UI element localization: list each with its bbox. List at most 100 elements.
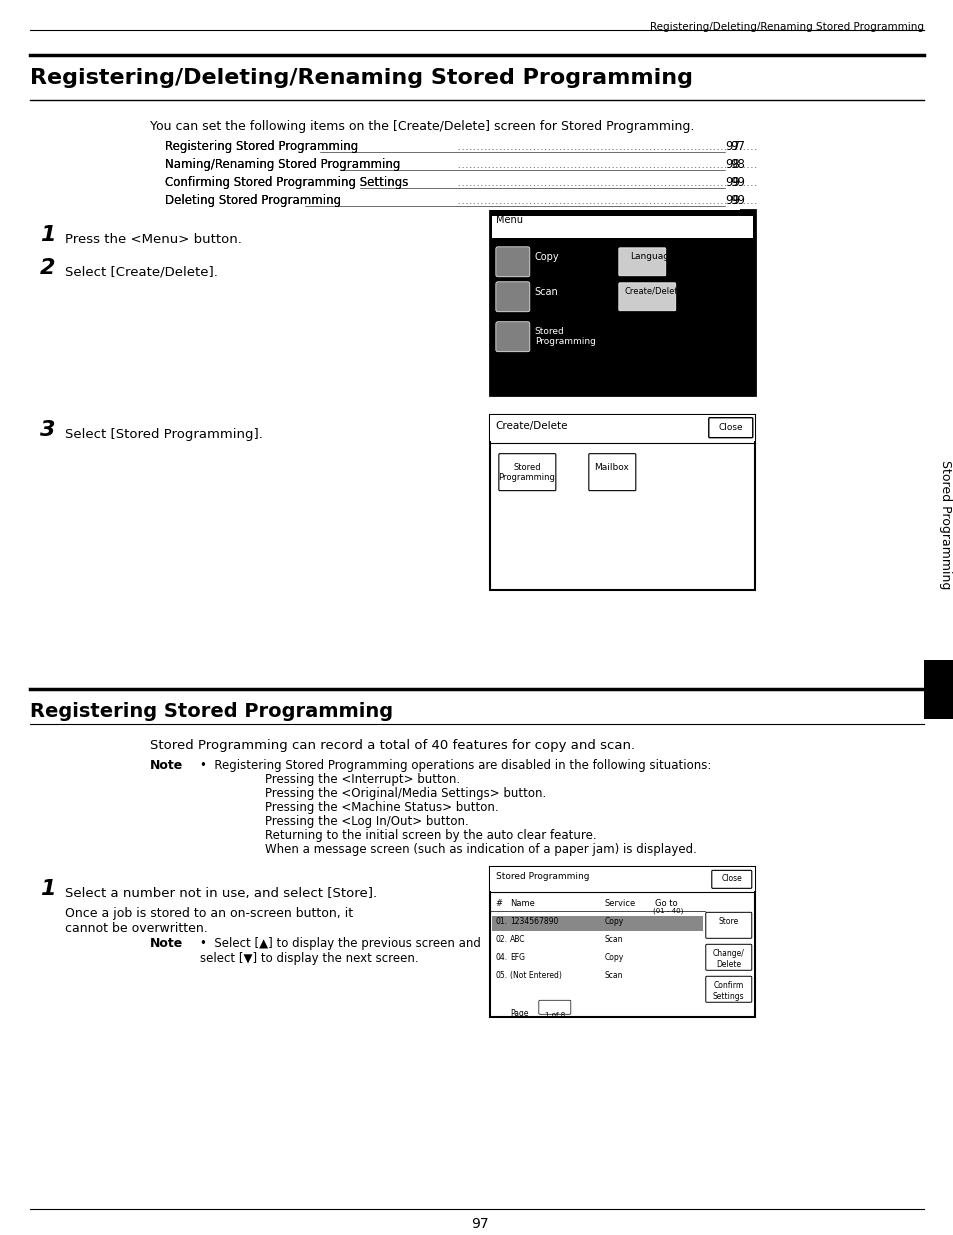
- Text: Stored
Programming: Stored Programming: [535, 327, 595, 346]
- FancyBboxPatch shape: [496, 247, 529, 277]
- Text: Close: Close: [718, 422, 742, 432]
- Text: Close: Close: [720, 874, 741, 883]
- Text: Select a number not in use, and select [Store].: Select a number not in use, and select […: [65, 887, 376, 900]
- Text: Deleting Stored Programming: Deleting Stored Programming: [165, 194, 341, 206]
- Text: Language: Language: [629, 252, 674, 261]
- Text: Stored
Programming: Stored Programming: [497, 463, 555, 482]
- Text: Confirming Stored Programming Settings: Confirming Stored Programming Settings: [165, 175, 408, 189]
- Text: Registering/Deleting/Renaming Stored Programming: Registering/Deleting/Renaming Stored Pro…: [30, 68, 692, 88]
- Text: Registering Stored Programming: Registering Stored Programming: [165, 140, 357, 153]
- Text: 1: 1: [40, 879, 55, 899]
- Text: 99: 99: [724, 175, 739, 189]
- Text: Page: Page: [509, 1009, 528, 1018]
- Text: Copy: Copy: [604, 953, 623, 962]
- Bar: [489, 867, 754, 1018]
- Text: Registering/Deleting/Renaming Stored Programming: Registering/Deleting/Renaming Stored Pro…: [649, 22, 923, 32]
- Text: ................................................................................: ........................................…: [165, 194, 757, 206]
- FancyBboxPatch shape: [498, 453, 556, 490]
- FancyBboxPatch shape: [711, 871, 751, 888]
- Text: Pressing the <Interrupt> button.: Pressing the <Interrupt> button.: [265, 773, 459, 787]
- Text: Scan: Scan: [535, 287, 558, 296]
- Text: 97: 97: [724, 140, 739, 153]
- Text: You can set the following items on the [Create/Delete] screen for Stored Program: You can set the following items on the […: [150, 120, 694, 133]
- Bar: [160, 194, 739, 210]
- Text: Select [Create/Delete].: Select [Create/Delete].: [65, 266, 217, 279]
- Text: Pressing the <Original/Media Settings> button.: Pressing the <Original/Media Settings> b…: [265, 788, 546, 800]
- FancyBboxPatch shape: [538, 1000, 570, 1014]
- Text: 99: 99: [729, 194, 744, 206]
- Text: Naming/Renaming Stored Programming: Naming/Renaming Stored Programming: [165, 158, 400, 170]
- Text: •  Select [▲] to display the previous screen and
select [▼] to display the next : • Select [▲] to display the previous scr…: [200, 937, 480, 966]
- Bar: [489, 210, 754, 395]
- Text: Create/Delete: Create/Delete: [624, 287, 683, 296]
- Text: Registering Stored Programming: Registering Stored Programming: [165, 140, 357, 153]
- Text: Scan: Scan: [604, 935, 622, 945]
- Text: 2: 2: [40, 258, 55, 278]
- FancyBboxPatch shape: [618, 283, 675, 311]
- Text: Pressing the <Log In/Out> button.: Pressing the <Log In/Out> button.: [265, 815, 468, 829]
- Text: ABC: ABC: [509, 935, 525, 945]
- Text: 97: 97: [471, 1218, 488, 1231]
- Text: Select [Stored Programming].: Select [Stored Programming].: [65, 427, 263, 441]
- Text: Pressing the <Machine Status> button.: Pressing the <Machine Status> button.: [265, 802, 498, 814]
- Bar: [489, 415, 754, 589]
- Bar: [923, 659, 953, 720]
- Text: Mailbox: Mailbox: [594, 463, 629, 472]
- Text: 05.: 05.: [496, 971, 507, 981]
- FancyBboxPatch shape: [496, 282, 529, 311]
- Text: Service: Service: [604, 899, 636, 908]
- Text: When a message screen (such as indication of a paper jam) is displayed.: When a message screen (such as indicatio…: [265, 844, 696, 856]
- FancyBboxPatch shape: [588, 453, 635, 490]
- Text: Name: Name: [509, 899, 534, 908]
- Text: (01 - 40): (01 - 40): [652, 908, 682, 914]
- Text: Menu: Menu: [496, 215, 522, 225]
- Text: Confirming Stored Programming Settings: Confirming Stored Programming Settings: [165, 175, 408, 189]
- Text: 02.: 02.: [496, 935, 507, 945]
- Text: ................................................................................: ........................................…: [165, 158, 757, 170]
- Text: Copy: Copy: [604, 918, 623, 926]
- Text: Deleting Stored Programming: Deleting Stored Programming: [165, 194, 341, 206]
- Text: Stored Programming: Stored Programming: [496, 872, 589, 882]
- Text: ................................................................................: ........................................…: [165, 140, 757, 153]
- Text: Stored Programming: Stored Programming: [938, 459, 951, 589]
- Text: Store: Store: [718, 918, 739, 926]
- Text: •  Registering Stored Programming operations are disabled in the following situa: • Registering Stored Programming operati…: [200, 760, 711, 772]
- Bar: [160, 158, 739, 174]
- Text: (Not Entered): (Not Entered): [509, 971, 561, 981]
- Text: 99: 99: [724, 194, 739, 206]
- Text: Create/Delete: Create/Delete: [496, 421, 568, 431]
- FancyBboxPatch shape: [705, 977, 751, 1003]
- Bar: [492, 916, 702, 931]
- Text: Stored Programming can record a total of 40 features for copy and scan.: Stored Programming can record a total of…: [150, 740, 635, 752]
- Text: Confirm
Settings: Confirm Settings: [712, 982, 743, 1000]
- Text: 1234567890: 1234567890: [509, 918, 558, 926]
- Text: EFG: EFG: [509, 953, 524, 962]
- Text: 98: 98: [729, 158, 744, 170]
- Bar: [160, 140, 739, 156]
- Text: Once a job is stored to an on-screen button, it
cannot be overwritten.: Once a job is stored to an on-screen but…: [65, 908, 353, 935]
- Text: 01.: 01.: [496, 918, 507, 926]
- Text: #: #: [496, 899, 502, 908]
- Text: 1: 1: [40, 225, 55, 245]
- Text: Naming/Renaming Stored Programming: Naming/Renaming Stored Programming: [165, 158, 400, 170]
- Bar: [160, 175, 739, 191]
- Text: 98: 98: [724, 158, 739, 170]
- Text: Scan: Scan: [604, 971, 622, 981]
- Text: 04.: 04.: [496, 953, 507, 962]
- Text: 97: 97: [729, 140, 744, 153]
- Bar: [492, 216, 752, 238]
- Text: 99: 99: [729, 175, 744, 189]
- Bar: [489, 867, 754, 892]
- FancyBboxPatch shape: [705, 913, 751, 939]
- Text: 1 of 8: 1 of 8: [544, 1013, 564, 1018]
- Text: Note: Note: [150, 760, 183, 772]
- FancyBboxPatch shape: [705, 945, 751, 971]
- Text: 5: 5: [927, 630, 948, 658]
- Bar: [492, 238, 752, 393]
- Bar: [489, 415, 754, 441]
- Text: ................................................................................: ........................................…: [165, 175, 757, 189]
- Text: Press the <Menu> button.: Press the <Menu> button.: [65, 233, 242, 246]
- FancyBboxPatch shape: [496, 322, 529, 352]
- Text: Note: Note: [150, 937, 183, 950]
- Text: Change/
Delete: Change/ Delete: [712, 950, 744, 968]
